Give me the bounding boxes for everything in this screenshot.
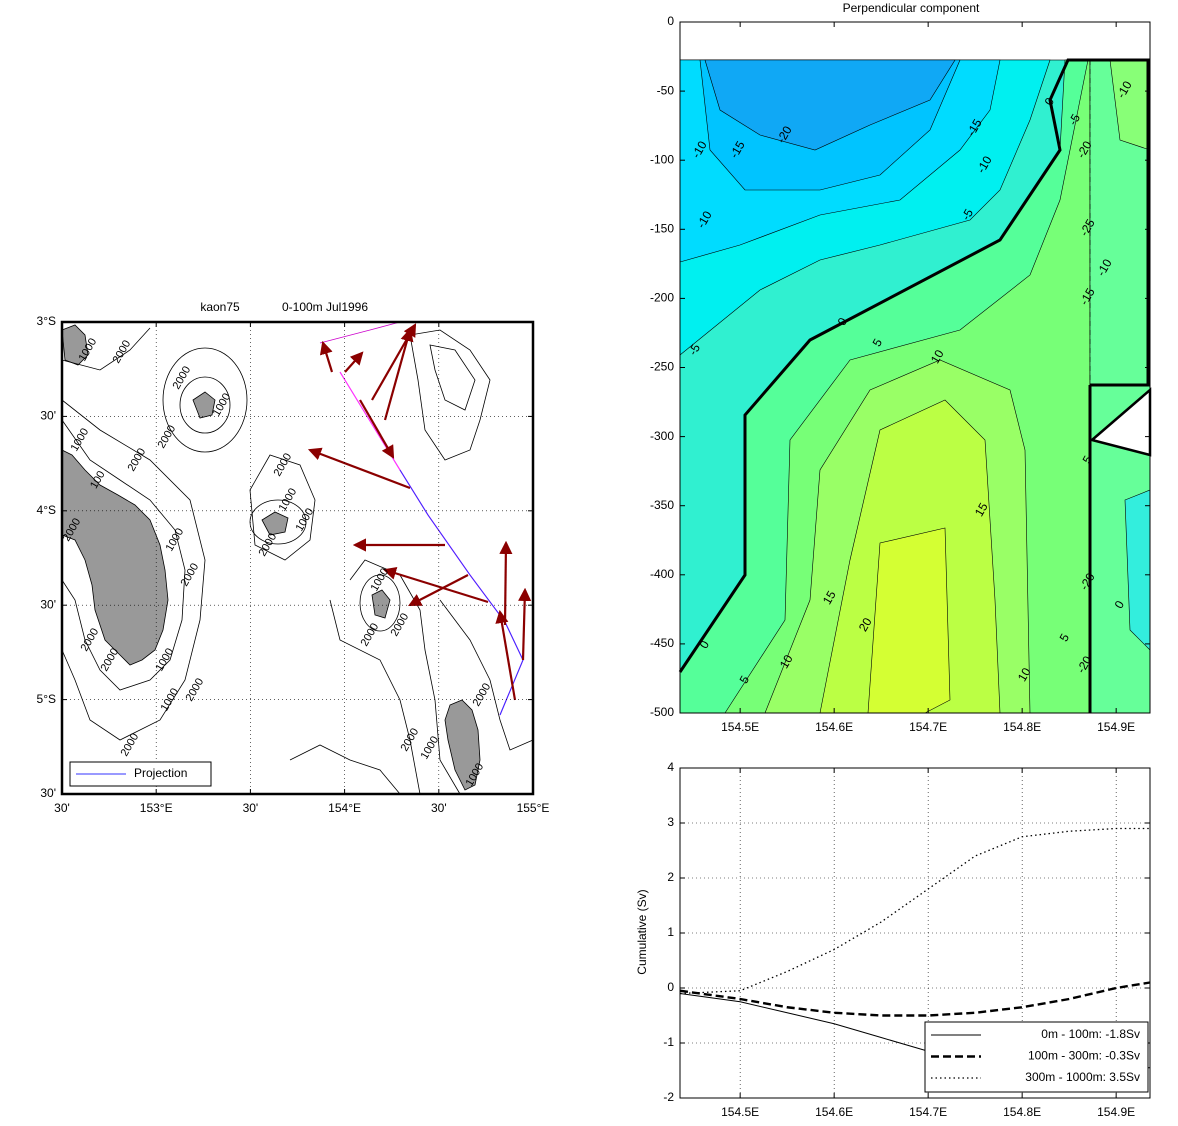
y-tick-label: 2 xyxy=(667,870,674,884)
contour-fills xyxy=(678,58,1152,714)
legend-label: Projection xyxy=(134,766,187,780)
contour-label: 10 xyxy=(777,652,796,671)
arrow xyxy=(359,399,395,459)
y-tick-label: 30' xyxy=(40,409,56,423)
x-tick-label: 154.6E xyxy=(815,720,853,734)
arrow xyxy=(307,447,411,490)
x-tick-label: 154.7E xyxy=(909,1105,947,1119)
depth-contour xyxy=(249,499,307,545)
map-layer xyxy=(61,321,534,795)
depth-contour xyxy=(439,599,534,751)
track xyxy=(319,321,401,344)
chart-title: kaon75 xyxy=(200,300,240,314)
arrow xyxy=(499,540,513,626)
y-tick-label: 4°S xyxy=(37,503,56,517)
x-tick-label: 154.8E xyxy=(1003,720,1041,734)
depth-contour xyxy=(329,599,421,795)
y-tick-label: 3 xyxy=(667,815,674,829)
axes-frame xyxy=(679,767,1151,1099)
arrow xyxy=(382,566,489,604)
depth-contour xyxy=(429,344,476,411)
legend-label: 300m - 1000m: 3.5Sv xyxy=(1025,1070,1140,1084)
land xyxy=(192,391,216,419)
series-line xyxy=(679,827,1150,995)
depth-contour xyxy=(359,574,401,632)
arrow xyxy=(518,587,532,661)
velocity-arrows xyxy=(307,323,532,701)
depth-contour xyxy=(61,419,186,691)
depth-contour xyxy=(249,454,316,561)
chart-subtitle: 0-100m Jul1996 xyxy=(282,300,368,314)
zero-contour xyxy=(678,58,1150,673)
fill-region xyxy=(867,527,951,714)
depth-contour xyxy=(179,376,231,434)
y-tick-label: -1 xyxy=(663,1035,674,1049)
depth-contour xyxy=(162,347,248,453)
depth-contour xyxy=(349,559,461,795)
land xyxy=(61,449,169,666)
x-tick-label: 154.5E xyxy=(721,1105,759,1119)
x-tick-label: 154.7E xyxy=(909,720,947,734)
y-tick-label: -500 xyxy=(650,705,674,719)
y-tick-label: 3°S xyxy=(37,314,56,328)
y-tick-label: -2 xyxy=(663,1090,674,1104)
land xyxy=(371,589,391,619)
y-tick-label: -450 xyxy=(650,636,674,650)
depth-contour xyxy=(61,399,206,741)
arrow xyxy=(495,609,517,701)
x-tick-label: 154.5E xyxy=(721,720,759,734)
x-tick-label: 154.6E xyxy=(815,1105,853,1119)
y-tick-label: -200 xyxy=(650,291,674,305)
contour-label: 15 xyxy=(972,500,991,519)
y-tick-label: -350 xyxy=(650,498,674,512)
x-tick-label: 30' xyxy=(54,801,70,815)
y-tick-label: -100 xyxy=(650,152,674,166)
axes-frame xyxy=(679,21,1151,714)
x-tick-label: 30' xyxy=(431,801,447,815)
x-tick-label: 154.8E xyxy=(1003,1105,1041,1119)
depth-contour xyxy=(61,327,151,371)
contour-label: 10 xyxy=(928,347,947,366)
series-line xyxy=(679,981,1151,1017)
x-tick-label: 154°E xyxy=(328,801,361,815)
land xyxy=(444,699,481,791)
axes-frame xyxy=(60,320,535,796)
y-tick-label: 0 xyxy=(667,980,674,994)
depth-contour xyxy=(289,744,401,795)
legend-label: 100m - 300m: -0.3Sv xyxy=(1028,1049,1140,1063)
x-tick-label: 154.9E xyxy=(1097,1105,1135,1119)
x-tick-label: 154.9E xyxy=(1097,720,1135,734)
x-tick-label: 155°E xyxy=(517,801,550,815)
y-tick-label: 5°S xyxy=(37,692,56,706)
contour-label: 20 xyxy=(856,615,875,634)
arrow xyxy=(344,351,364,373)
y-tick-label: 0 xyxy=(667,14,674,28)
y-tick-label: 30' xyxy=(40,597,56,611)
arrow xyxy=(383,327,414,421)
y-tick-label: -400 xyxy=(650,567,674,581)
x-tick-label: 153°E xyxy=(140,801,173,815)
y-tick-label: -50 xyxy=(657,83,675,97)
y-tick-label: -150 xyxy=(650,221,674,235)
x-tick-label: 30' xyxy=(243,801,259,815)
arrow xyxy=(319,340,334,373)
y-tick-label: 4 xyxy=(667,760,674,774)
depth-contour xyxy=(409,329,491,461)
y-axis-label: Cumulative (Sv) xyxy=(635,889,649,974)
y-tick-label: 30' xyxy=(40,786,56,800)
contour-label: 15 xyxy=(820,588,839,607)
y-tick-label: -250 xyxy=(650,360,674,374)
land xyxy=(261,511,289,536)
projection-line xyxy=(399,469,524,716)
land xyxy=(61,324,89,366)
y-tick-label: 1 xyxy=(667,925,674,939)
chart-title: Perpendicular component xyxy=(843,1,980,15)
legend-label: 0m - 100m: -1.8Sv xyxy=(1041,1027,1140,1041)
y-tick-label: -300 xyxy=(650,429,674,443)
contour-label: 10 xyxy=(1015,665,1034,684)
fill-region xyxy=(704,59,956,151)
